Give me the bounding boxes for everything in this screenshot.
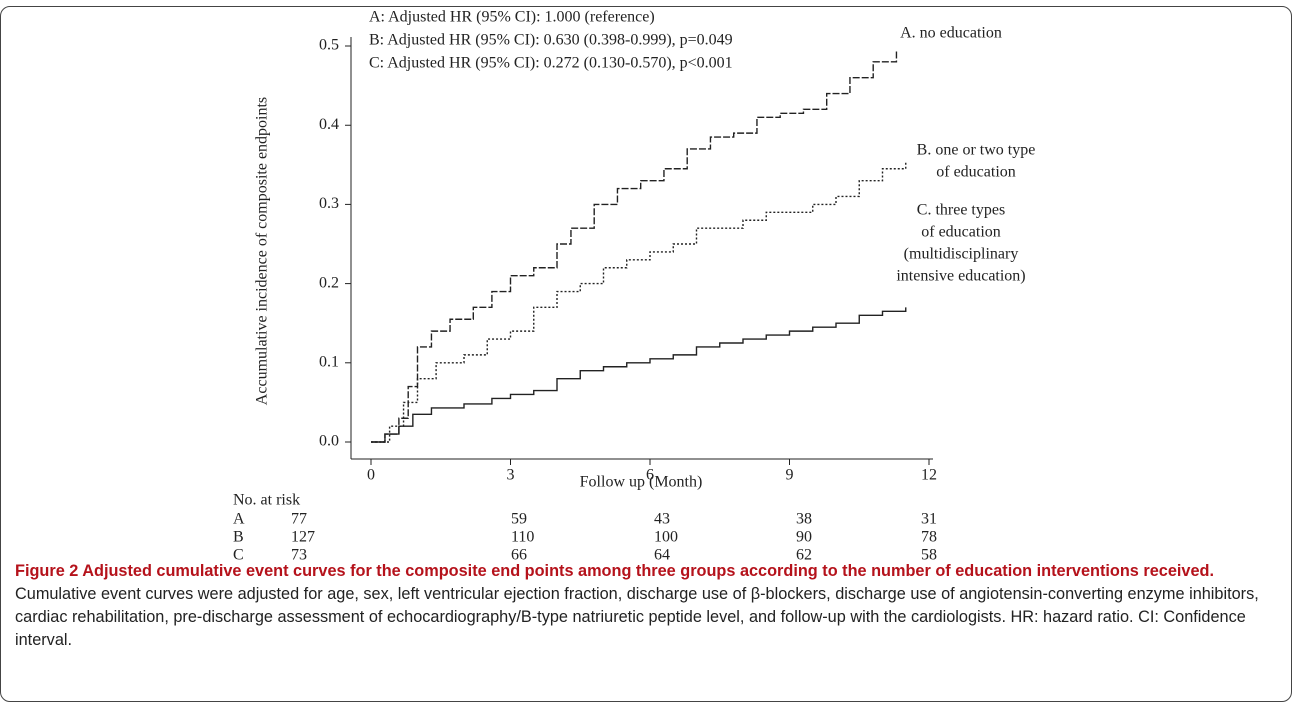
annotation: C: Adjusted HR (95% CI): 0.272 (0.130-0.…: [369, 55, 733, 72]
survival-curve: [371, 49, 898, 443]
curve-label: intensive education): [896, 268, 1025, 285]
caption-text: Cumulative event curves were adjusted fo…: [15, 585, 1259, 649]
risk-value: 66: [511, 547, 527, 561]
risk-value: 110: [511, 529, 534, 546]
y-tick-label: 0.5: [319, 37, 339, 54]
caption: Figure 2 Adjusted cumulative event curve…: [15, 560, 1277, 652]
risk-row-label: A: [233, 511, 245, 528]
y-tick-label: 0.3: [319, 195, 339, 212]
risk-row-label: C: [233, 547, 244, 561]
x-tick-label: 9: [786, 467, 794, 484]
survival-curve: [371, 160, 907, 443]
risk-value: 78: [921, 529, 937, 546]
survival-curve: [371, 307, 907, 443]
y-tick-label: 0.4: [319, 116, 339, 133]
x-tick-label: 12: [921, 467, 937, 484]
curve-label: of education: [936, 164, 1016, 181]
y-tick-label: 0.1: [319, 353, 339, 370]
risk-value: 77: [291, 511, 307, 528]
risk-value: 31: [921, 511, 937, 528]
chart: Follow up (Month) Accumulative incidence…: [233, 9, 1036, 561]
y-tick-label: 0.0: [319, 433, 339, 450]
risk-value: 58: [921, 547, 937, 561]
risk-value: 59: [511, 511, 527, 528]
risk-value: 100: [654, 529, 678, 546]
risk-value: 127: [291, 529, 315, 546]
y-tick-label: 0.2: [319, 274, 339, 291]
risk-value: 38: [796, 511, 812, 528]
risk-table-title: No. at risk: [233, 492, 300, 509]
caption-title: Figure 2 Adjusted cumulative event curve…: [15, 562, 1214, 580]
risk-value: 73: [291, 547, 307, 561]
risk-row-label: B: [233, 529, 244, 546]
risk-value: 43: [654, 511, 670, 528]
annotation: A: Adjusted HR (95% CI): 1.000 (referenc…: [369, 9, 655, 26]
risk-value: 90: [796, 529, 812, 546]
x-axis-label: Follow up (Month): [580, 474, 703, 491]
x-tick-label: 0: [367, 467, 375, 484]
curve-label: (multidisciplinary: [904, 246, 1019, 263]
risk-value: 62: [796, 547, 812, 561]
y-axis-label: Accumulative incidence of composite endp…: [254, 97, 271, 405]
curve-label: A. no education: [900, 25, 1002, 42]
curve-label: B. one or two type: [917, 142, 1036, 159]
x-tick-label: 3: [507, 467, 515, 484]
curve-label: of education: [921, 224, 1001, 241]
figure: Follow up (Month) Accumulative incidence…: [0, 6, 1292, 702]
x-tick-label: 6: [646, 467, 654, 484]
curve-label: C. three types: [917, 202, 1005, 219]
risk-value: 64: [654, 547, 670, 561]
annotation: B: Adjusted HR (95% CI): 0.630 (0.398-0.…: [369, 32, 733, 49]
